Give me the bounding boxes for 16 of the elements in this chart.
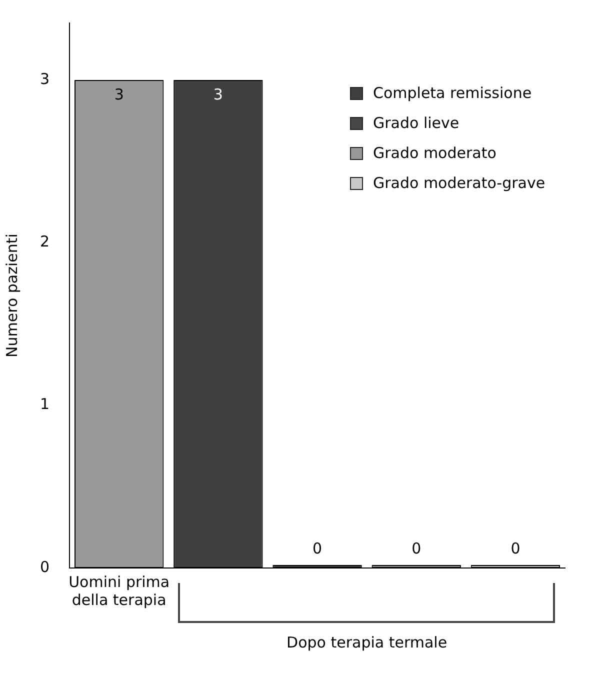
- y-tick-label: 1: [40, 395, 50, 414]
- y-tick-label: 0: [40, 558, 50, 576]
- legend-label: Completa remissione: [373, 84, 532, 102]
- text: Dopo terapia termale: [286, 633, 448, 652]
- x-tick-label: Uomini prima della terapia: [68, 572, 170, 609]
- legend-label: Grado lieve: [373, 114, 460, 132]
- y-tick-label: 3: [40, 70, 50, 88]
- data-label: 0: [312, 539, 322, 558]
- data-label: 3: [114, 85, 124, 104]
- data-label: 0: [412, 539, 422, 558]
- legend-label: Grado moderato: [373, 144, 496, 162]
- legend-label: Grado moderato-grave: [373, 174, 546, 192]
- data-label: 3: [213, 85, 223, 104]
- y-tick-label: 2: [40, 232, 50, 251]
- y-axis-title: Numero pazienti: [2, 234, 21, 358]
- data-label: 0: [510, 539, 520, 558]
